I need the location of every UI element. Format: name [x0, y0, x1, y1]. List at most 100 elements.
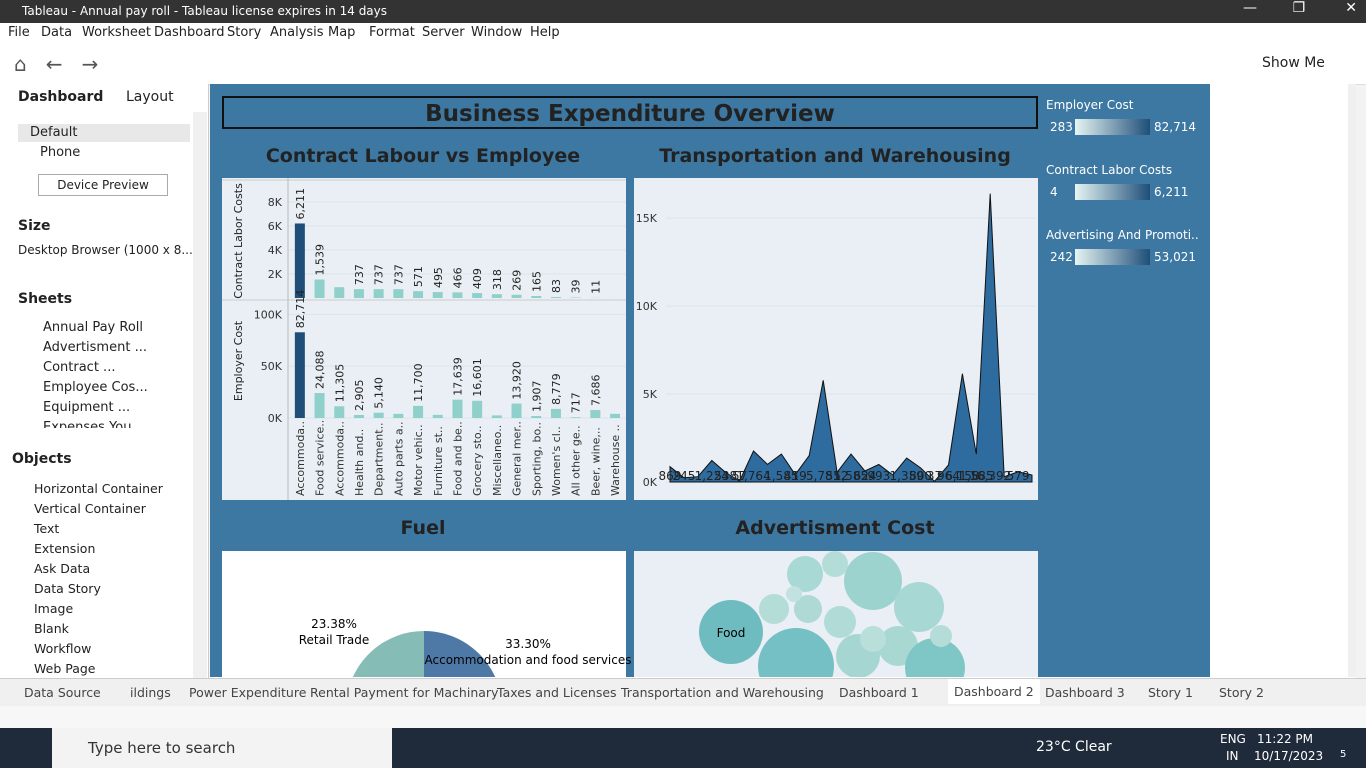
bubble: [894, 582, 944, 632]
clock-date[interactable]: 10/17/2023: [1254, 749, 1324, 763]
bar: [452, 399, 463, 418]
pie-slice: [352, 631, 424, 677]
object-item[interactable]: Workflow: [34, 641, 92, 656]
device-option[interactable]: Default: [30, 125, 78, 140]
menu-item[interactable]: Dashboard: [154, 25, 225, 40]
data-label: 5,781: [806, 469, 840, 483]
x-tick-label: Sporting, bo..: [530, 422, 543, 496]
y-axis-title: Employer Cost: [232, 320, 245, 401]
object-item[interactable]: Image: [34, 601, 74, 616]
dashboard: Business Expenditure Overview Employer Co…: [210, 84, 1356, 677]
show-me-button[interactable]: Show Me: [1262, 55, 1325, 71]
bar: [531, 416, 542, 418]
menu-item[interactable]: Help: [530, 25, 560, 40]
data-label: 419: [784, 469, 807, 483]
sheet-item[interactable]: Advertisment ...: [43, 340, 147, 355]
x-tick-label: Beer, wine,..: [589, 427, 602, 496]
object-item[interactable]: Horizontal Container: [34, 481, 163, 496]
object-item[interactable]: Ask Data: [34, 561, 91, 576]
bubble: [786, 586, 802, 602]
menu-item[interactable]: File: [8, 25, 30, 40]
data-label: 1,585: [834, 469, 868, 483]
search-box[interactable]: [52, 728, 392, 768]
clock-time[interactable]: 11:22 PM: [1257, 732, 1313, 746]
search-placeholder[interactable]: Type here to search: [88, 739, 236, 757]
data-label: 8,779: [550, 373, 563, 405]
sheet-item[interactable]: Expenses You...: [43, 420, 144, 428]
bar: [511, 294, 522, 298]
legend-max: 6,211: [1154, 185, 1188, 199]
bubble: [824, 606, 856, 638]
object-item[interactable]: Web Page: [34, 661, 96, 676]
pie-label: Accommodation and food services: [425, 653, 632, 667]
sheet-tab[interactable]: Taxes and Licenses: [497, 685, 617, 700]
title-box: [222, 96, 1038, 129]
data-label: 538: [714, 469, 737, 483]
menu-item[interactable]: Window: [471, 25, 523, 40]
data-label: 165: [530, 271, 543, 292]
menu-item[interactable]: Server: [422, 25, 465, 40]
region[interactable]: IN: [1226, 749, 1239, 763]
legend-min: 283: [1050, 120, 1073, 134]
section-title: Fuel: [401, 517, 446, 539]
y-tick-label: 4K: [268, 244, 283, 257]
sheet-tab[interactable]: Data Source: [24, 685, 101, 700]
language[interactable]: ENG: [1220, 732, 1246, 746]
bar: [452, 292, 463, 298]
sheets-heading: Sheets: [18, 291, 73, 307]
weather[interactable]: 23°C Clear: [1036, 739, 1112, 755]
y-tick-label: 100K: [254, 308, 283, 321]
sheet-tab[interactable]: ildings: [130, 685, 171, 700]
sheet-tab[interactable]: Dashboard 1: [839, 685, 919, 700]
object-item[interactable]: Blank: [34, 621, 69, 636]
menu-item[interactable]: Story: [227, 25, 262, 40]
sheet-item[interactable]: Annual Pay Roll: [43, 320, 143, 335]
dashboard-tab[interactable]: Dashboard: [18, 89, 104, 105]
bar: [373, 412, 384, 418]
object-item[interactable]: Text: [34, 521, 60, 536]
window-controls[interactable]: — ❐ ✕: [1243, 0, 1357, 16]
legend-title: Advertising And Promoti..: [1046, 228, 1199, 242]
bar: [531, 296, 542, 298]
y-tick-label: 50K: [261, 360, 283, 373]
sheet-item[interactable]: Employee Cos...: [43, 380, 148, 395]
menu-item[interactable]: Map: [328, 25, 356, 40]
legend-ramp: [1075, 249, 1150, 265]
sheet-tab[interactable]: Dashboard 3: [1045, 685, 1125, 700]
data-label: 1,907: [530, 381, 543, 413]
device-option[interactable]: Phone: [40, 145, 81, 160]
object-item[interactable]: Data Story: [34, 581, 101, 596]
sheet-tab[interactable]: Dashboard 2: [948, 679, 1040, 704]
sheet-item[interactable]: Equipment ...: [43, 400, 131, 415]
panel-scrollbar[interactable]: [193, 112, 207, 678]
toolbar-icons[interactable]: ⌂ ← →: [14, 52, 99, 76]
bar: [393, 413, 404, 418]
legend-min: 4: [1050, 185, 1058, 199]
layout-tab[interactable]: Layout: [126, 89, 174, 105]
data-label: 869: [659, 469, 682, 483]
menu-item[interactable]: Analysis: [270, 25, 324, 40]
sheet-tab[interactable]: Power Expenditure: [189, 685, 307, 700]
selected-device: [18, 124, 190, 142]
menu-item[interactable]: Data: [41, 25, 73, 40]
device-preview-button[interactable]: Device Preview: [38, 174, 168, 196]
bubble: [930, 625, 952, 647]
sheet-tab[interactable]: Story 2: [1219, 685, 1264, 700]
legend-ramp: [1075, 119, 1150, 135]
section-title: Advertisment Cost: [735, 517, 934, 539]
sheet-tab[interactable]: Story 1: [1148, 685, 1193, 700]
sheet-item[interactable]: Contract ...: [43, 360, 116, 375]
menu-item[interactable]: Worksheet: [82, 25, 152, 40]
window-title: Tableau - Annual pay roll - Tableau lice…: [22, 4, 388, 18]
size-dropdown[interactable]: Desktop Browser (1000 x 8...: [18, 243, 193, 257]
sheet-tab[interactable]: Transportation and Warehousing: [621, 685, 824, 700]
menu-item[interactable]: Format: [369, 25, 415, 40]
data-label: 11,305: [333, 364, 346, 403]
sheet-tab[interactable]: Rental Payment for Machinary: [310, 685, 499, 700]
bubble-label: Food: [717, 626, 746, 640]
bar: [334, 406, 345, 418]
object-item[interactable]: Vertical Container: [34, 501, 146, 516]
section-title: Transportation and Warehousing: [659, 145, 1011, 167]
notification-count[interactable]: 5: [1340, 749, 1347, 760]
object-item[interactable]: Extension: [34, 541, 96, 556]
